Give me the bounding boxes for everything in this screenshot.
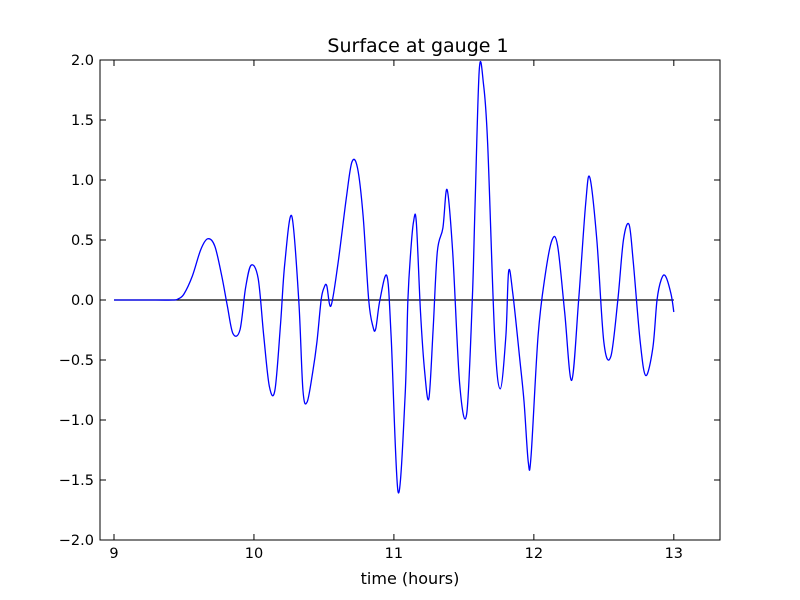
chart-title: Surface at gauge 1 [327, 35, 508, 57]
y-tick-label: −0.5 [59, 353, 94, 369]
x-tick-label: 10 [245, 546, 263, 562]
y-tick-label: 0.0 [71, 293, 94, 309]
x-tick-label: 13 [665, 546, 683, 562]
y-tick-label: 2.0 [71, 53, 94, 69]
y-tick-label: 1.5 [71, 113, 94, 129]
series-line [113, 61, 675, 494]
y-tick-label: −1.0 [59, 413, 94, 429]
y-tick-label: −2.0 [59, 533, 94, 549]
x-tick-label: 11 [385, 546, 403, 562]
x-tick-label: 12 [525, 546, 543, 562]
y-tick-label: 1.0 [71, 173, 94, 189]
y-axis: −2.0 −1.5 −1.0 −0.5 0.0 0.5 1.0 1.5 2.0 [59, 53, 720, 549]
y-tick-label: 0.5 [71, 233, 94, 249]
plot-frame [99, 59, 721, 541]
x-axis-label: time (hours) [361, 569, 460, 588]
x-tick-label: 9 [109, 546, 118, 562]
x-axis: 9 10 11 12 13 [109, 60, 683, 562]
y-tick-label: −1.5 [59, 473, 94, 489]
